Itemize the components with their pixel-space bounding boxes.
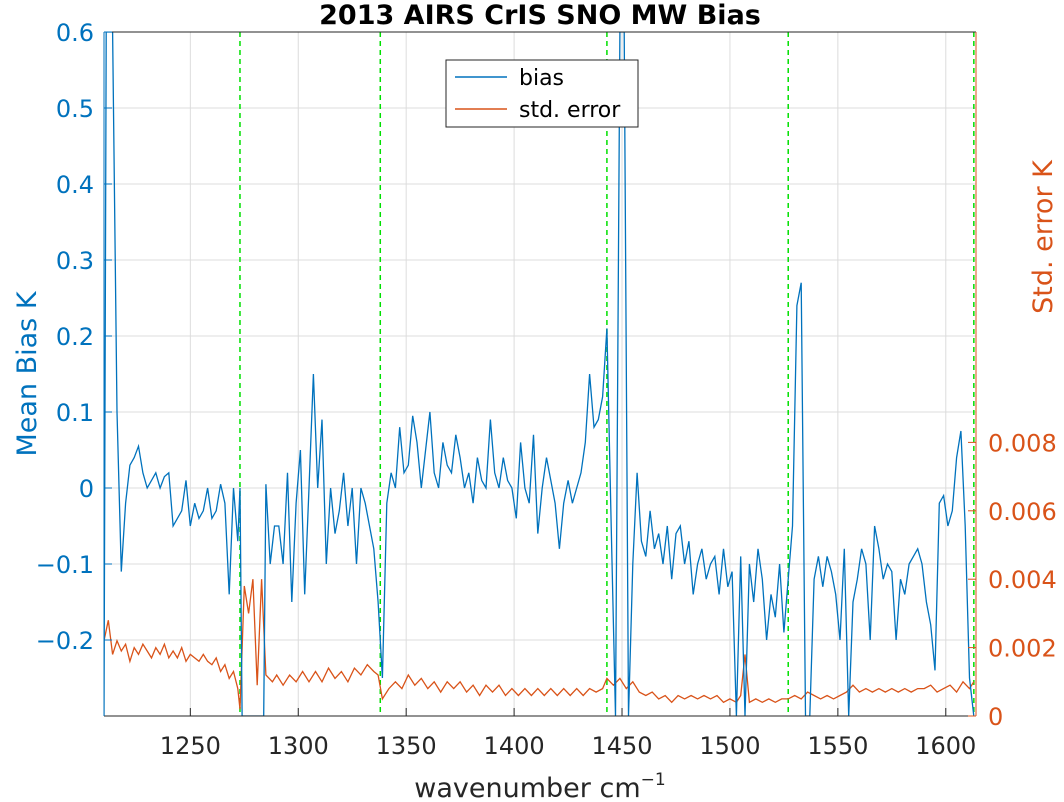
y-left-tick-label-6: 0.4	[56, 171, 94, 199]
band-boundaries	[239, 32, 975, 716]
y-right-tick-label-1: 0.002	[988, 635, 1057, 663]
x-axis-label-text: wavenumber cm	[414, 773, 640, 802]
y-right-tick-label-2: 0.004	[988, 566, 1057, 594]
legend-label-std-error: std. error	[519, 98, 621, 123]
x-tick-label-0: 1250	[160, 732, 221, 760]
std-error-series-line	[104, 579, 975, 710]
x-axis-label: wavenumber cm−1	[414, 770, 665, 802]
y-left-tick-label-1: −0.1	[36, 551, 94, 579]
y-left-tick-label-2: 0	[79, 475, 94, 503]
y-left-axis-ticks: −0.2 −0.1 0 0.1 0.2 0.3 0.4 0.5 0.6	[36, 19, 112, 655]
y-right-tick-label-4: 0.008	[988, 429, 1057, 457]
x-tick-label-1: 1300	[268, 732, 329, 760]
x-axis-label-superscript: −1	[641, 770, 666, 790]
legend-label-bias: bias	[519, 66, 564, 91]
y-right-tick-label-3: 0.006	[988, 498, 1057, 526]
y-right-tick-label-0: 0	[988, 703, 1003, 731]
y-left-axis-label: Mean Bias K	[12, 290, 43, 456]
y-left-tick-label-5: 0.3	[56, 247, 94, 275]
legend-box	[445, 59, 639, 128]
grid	[104, 31, 976, 716]
y-right-axis-ticks: 0 0.002 0.004 0.006 0.008	[968, 429, 1057, 731]
x-tick-label-2: 1350	[376, 732, 437, 760]
y-left-tick-label-8: 0.6	[56, 19, 94, 47]
x-axis-ticks: 1250 1300 1350 1400 1450 1500 1550 1600	[160, 708, 976, 760]
y-left-tick-label-4: 0.2	[56, 323, 94, 351]
x-tick-label-3: 1400	[484, 732, 545, 760]
y-right-axis-label: Std. error K	[1028, 159, 1059, 314]
x-tick-label-7: 1600	[915, 732, 976, 760]
legend: bias std. error	[445, 59, 639, 128]
y-left-tick-label-0: −0.2	[36, 627, 94, 655]
bias-series-line	[104, 32, 975, 716]
x-tick-label-5: 1500	[699, 732, 760, 760]
x-tick-label-6: 1550	[807, 732, 868, 760]
y-left-tick-label-3: 0.1	[56, 399, 94, 427]
x-tick-label-4: 1450	[591, 732, 652, 760]
y-left-tick-label-7: 0.5	[56, 95, 94, 123]
axes-frame	[103, 31, 977, 717]
chart-title: 2013 AIRS CrIS SNO MW Bias	[319, 0, 761, 31]
